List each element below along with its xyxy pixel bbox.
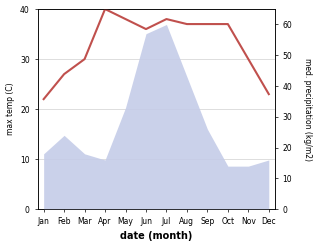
Y-axis label: max temp (C): max temp (C) [5,83,15,135]
Y-axis label: med. precipitation (kg/m2): med. precipitation (kg/m2) [303,58,313,161]
X-axis label: date (month): date (month) [120,231,192,242]
